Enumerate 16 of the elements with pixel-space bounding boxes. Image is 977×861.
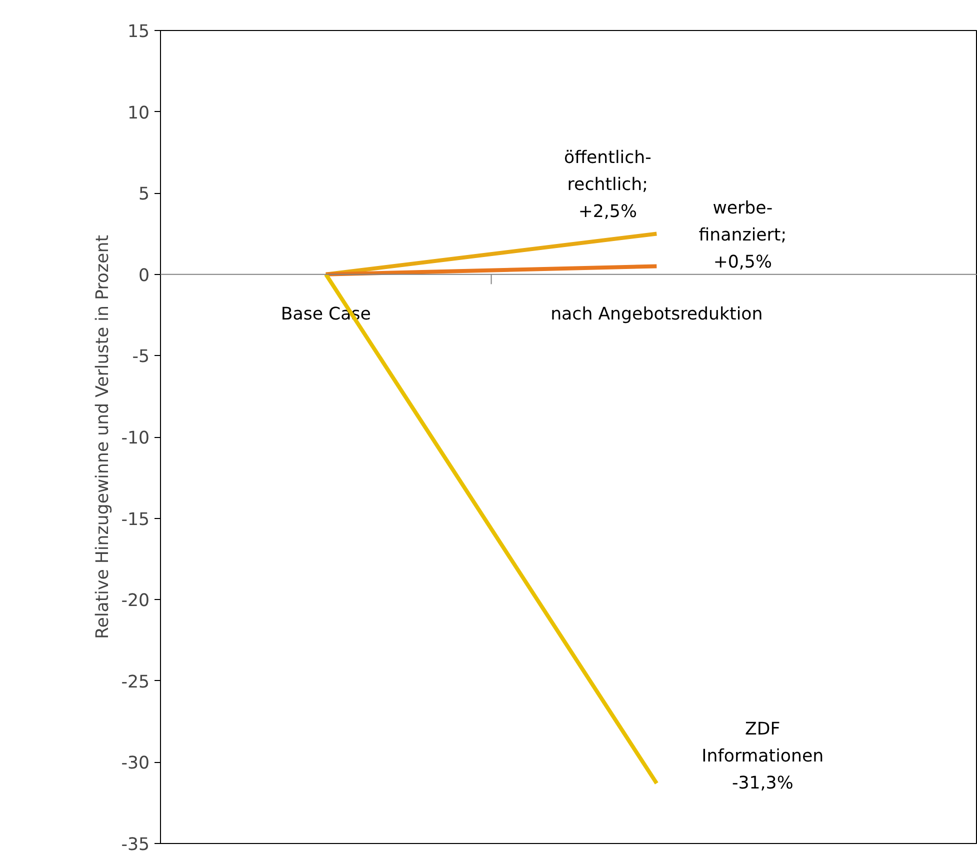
- x-tick-label: nach Angebotsreduktion: [550, 304, 763, 324]
- y-tick-label: 10: [127, 103, 150, 124]
- y-tick-label: -10: [121, 428, 150, 448]
- y-tick-label: -25: [121, 672, 150, 692]
- y-tick-label: -15: [121, 510, 150, 530]
- y-tick-label: 15: [127, 22, 150, 42]
- y-tick-label: -5: [132, 347, 150, 368]
- y-tick-label: -35: [121, 835, 150, 855]
- y-tick-label: -30: [121, 754, 150, 774]
- y-axis-title: Relative Hinzugewinne und Verluste in Prozent: [93, 234, 114, 639]
- annotation: öffentlich- rechtlich; +2,5%: [564, 148, 652, 222]
- y-tick-label: -20: [121, 591, 150, 612]
- y-tick-label: 5: [138, 184, 150, 205]
- annotation: ZDF Informationen -31,3%: [702, 719, 824, 794]
- y-tick-label: 0: [138, 266, 150, 286]
- annotation: werbe- finanziert; +0,5%: [698, 198, 787, 272]
